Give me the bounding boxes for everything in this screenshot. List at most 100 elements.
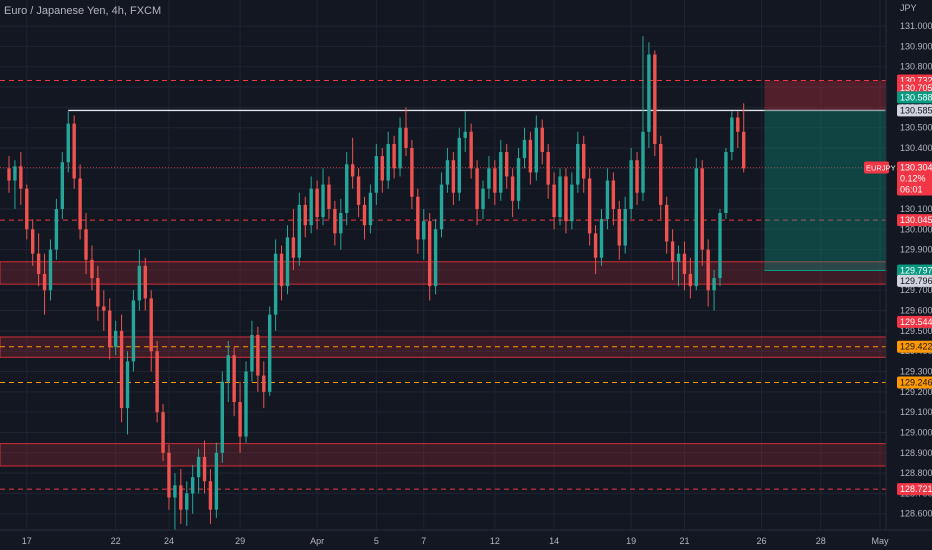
price-tick-label: 130.000 [900,224,932,234]
candle [368,184,373,234]
candle [125,351,130,435]
candle [647,42,651,149]
candle [19,152,23,205]
candle-body [380,156,384,181]
candle [386,131,390,189]
candle-body [469,131,473,169]
price-tag-text: 130.732 [900,76,932,86]
candle [540,119,544,165]
time-tick-label: 5 [374,536,379,546]
candle [42,253,47,315]
candle [238,381,242,453]
candle [469,123,473,179]
candle-body [564,176,568,222]
candle [546,143,550,199]
candle-body [125,361,130,409]
last-price-change: 0.12% [900,174,926,184]
candle [493,160,497,205]
price-tick-label: 129.500 [900,326,932,336]
candle [190,464,195,514]
candle-body [617,208,621,246]
candle-body [190,477,195,494]
candle-body [7,168,11,181]
candle-body [368,192,373,226]
price-tag-box [897,81,932,94]
price-tick-label: 130.500 [900,123,932,133]
candle [327,176,331,220]
price-tick-label: 129.900 [900,245,932,255]
stop-loss-zone[interactable] [764,80,886,111]
candle [617,200,621,260]
price-tag-box [897,340,932,353]
candle-body [285,237,290,287]
candle [416,188,420,254]
candle [167,444,171,510]
short-position-tool[interactable] [764,80,886,272]
candle [66,111,70,173]
price-tick-label: 130.900 [900,41,932,51]
candle-body [220,381,224,453]
take-profit-zone[interactable] [764,110,886,271]
candle-body [19,166,23,189]
candle-body [587,178,592,234]
candle [113,320,118,356]
candle [487,156,491,199]
candle-body [54,208,59,250]
candle-body [647,54,651,132]
candle [96,265,100,321]
candle [226,341,230,402]
zone-rectangle[interactable] [0,261,887,285]
time-tick-label: 29 [235,536,245,546]
candle-body [688,273,693,287]
candle [593,225,598,274]
candle-body [516,158,521,201]
candle [374,143,379,205]
candle-body [700,168,704,250]
horizontal-levels[interactable] [0,80,886,490]
candle [404,107,408,157]
candle-body [96,278,100,307]
candle-body [410,148,414,197]
time-tick-label: 12 [490,536,500,546]
time-tick-label: May [871,536,889,546]
candle [676,245,681,287]
price-tag-text: 130.588 [900,92,932,102]
candle [682,241,687,291]
price-tag-text: 130.045 [900,215,932,225]
price-tag-text: 130.705 [900,83,932,93]
candle-body [60,162,65,209]
candle-body [481,188,485,209]
candle-body [676,253,681,262]
price-tick-label: 129.700 [900,285,932,295]
candle [54,198,59,260]
candle-body [546,152,550,185]
candle [398,117,402,177]
candle-body [214,452,219,510]
time-tick-label: 24 [164,536,174,546]
zone-rectangle[interactable] [0,443,887,467]
time-axis[interactable]: 17 22 24 29 Apr 5 7 12 14 19 21 26 28 May [0,529,932,550]
candle [570,172,574,230]
candle [528,131,533,185]
candle-body [321,184,325,218]
candle-body [641,131,645,193]
candle-body [244,371,248,437]
candle-body [309,188,313,226]
time-tick-label: 22 [111,536,121,546]
candle-body [457,137,461,193]
candle-body [131,300,136,362]
candle-body [262,375,266,392]
candle [736,111,740,149]
candle [48,239,53,301]
candle [208,469,213,524]
last-price-value: 130.304 [900,163,932,173]
candle [534,115,539,181]
candle-body [475,168,479,209]
price-tick-label: 130.100 [900,204,932,214]
candle [558,168,562,226]
candle [72,115,76,189]
candle [285,225,290,295]
candle-body [528,139,533,173]
price-tick-label: 129.100 [900,407,932,417]
